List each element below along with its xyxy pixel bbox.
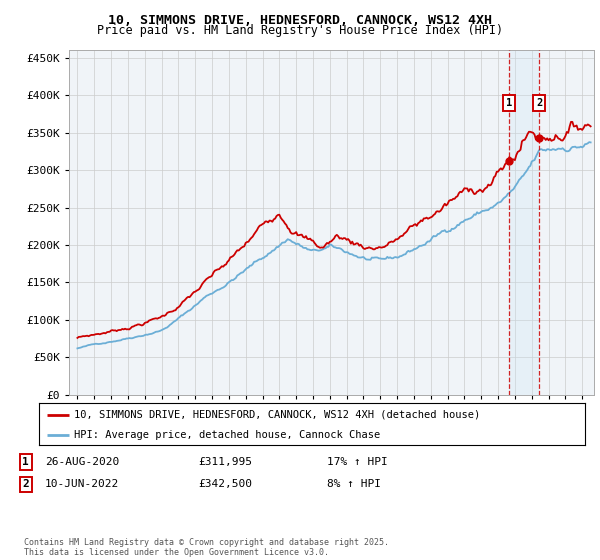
Text: 2: 2 bbox=[22, 479, 29, 489]
Text: 8% ↑ HPI: 8% ↑ HPI bbox=[327, 479, 381, 489]
Text: 1: 1 bbox=[506, 98, 512, 108]
Text: HPI: Average price, detached house, Cannock Chase: HPI: Average price, detached house, Cann… bbox=[74, 430, 381, 440]
Text: 10, SIMMONS DRIVE, HEDNESFORD, CANNOCK, WS12 4XH (detached house): 10, SIMMONS DRIVE, HEDNESFORD, CANNOCK, … bbox=[74, 409, 481, 419]
Text: Contains HM Land Registry data © Crown copyright and database right 2025.
This d: Contains HM Land Registry data © Crown c… bbox=[24, 538, 389, 557]
Bar bbox=[509, 50, 539, 395]
Text: 10-JUN-2022: 10-JUN-2022 bbox=[45, 479, 119, 489]
Text: £342,500: £342,500 bbox=[198, 479, 252, 489]
Text: 1: 1 bbox=[22, 457, 29, 467]
Text: Price paid vs. HM Land Registry's House Price Index (HPI): Price paid vs. HM Land Registry's House … bbox=[97, 24, 503, 37]
Text: £311,995: £311,995 bbox=[198, 457, 252, 467]
Text: 26-AUG-2020: 26-AUG-2020 bbox=[45, 457, 119, 467]
Text: 2: 2 bbox=[536, 98, 542, 108]
Text: 10, SIMMONS DRIVE, HEDNESFORD, CANNOCK, WS12 4XH: 10, SIMMONS DRIVE, HEDNESFORD, CANNOCK, … bbox=[108, 14, 492, 27]
Text: 17% ↑ HPI: 17% ↑ HPI bbox=[327, 457, 388, 467]
